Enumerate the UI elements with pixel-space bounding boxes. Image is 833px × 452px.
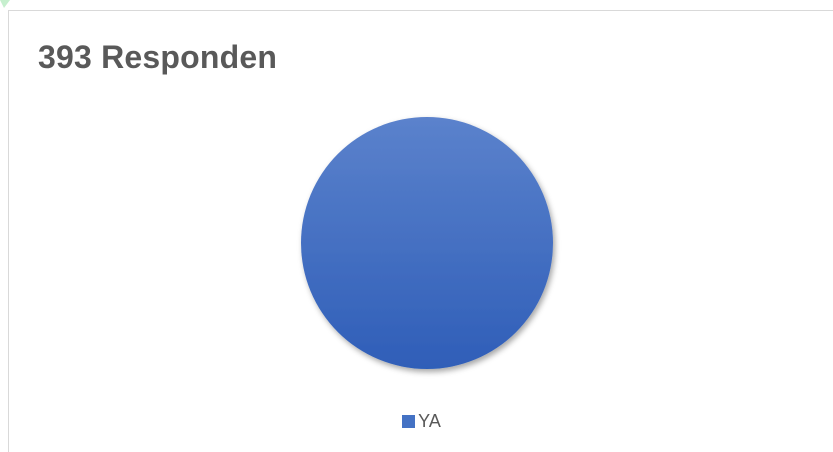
legend-label: YA bbox=[418, 411, 441, 431]
legend: YA bbox=[9, 411, 833, 431]
chart-title: 393 Responden bbox=[38, 39, 278, 75]
legend-swatch bbox=[402, 414, 416, 428]
pie-slice-ya bbox=[301, 117, 553, 369]
legend-item: YA bbox=[402, 411, 441, 431]
pie-chart bbox=[301, 117, 553, 369]
corner-decoration bbox=[0, 0, 10, 8]
chart-area: 393 Responden YA bbox=[8, 10, 833, 452]
